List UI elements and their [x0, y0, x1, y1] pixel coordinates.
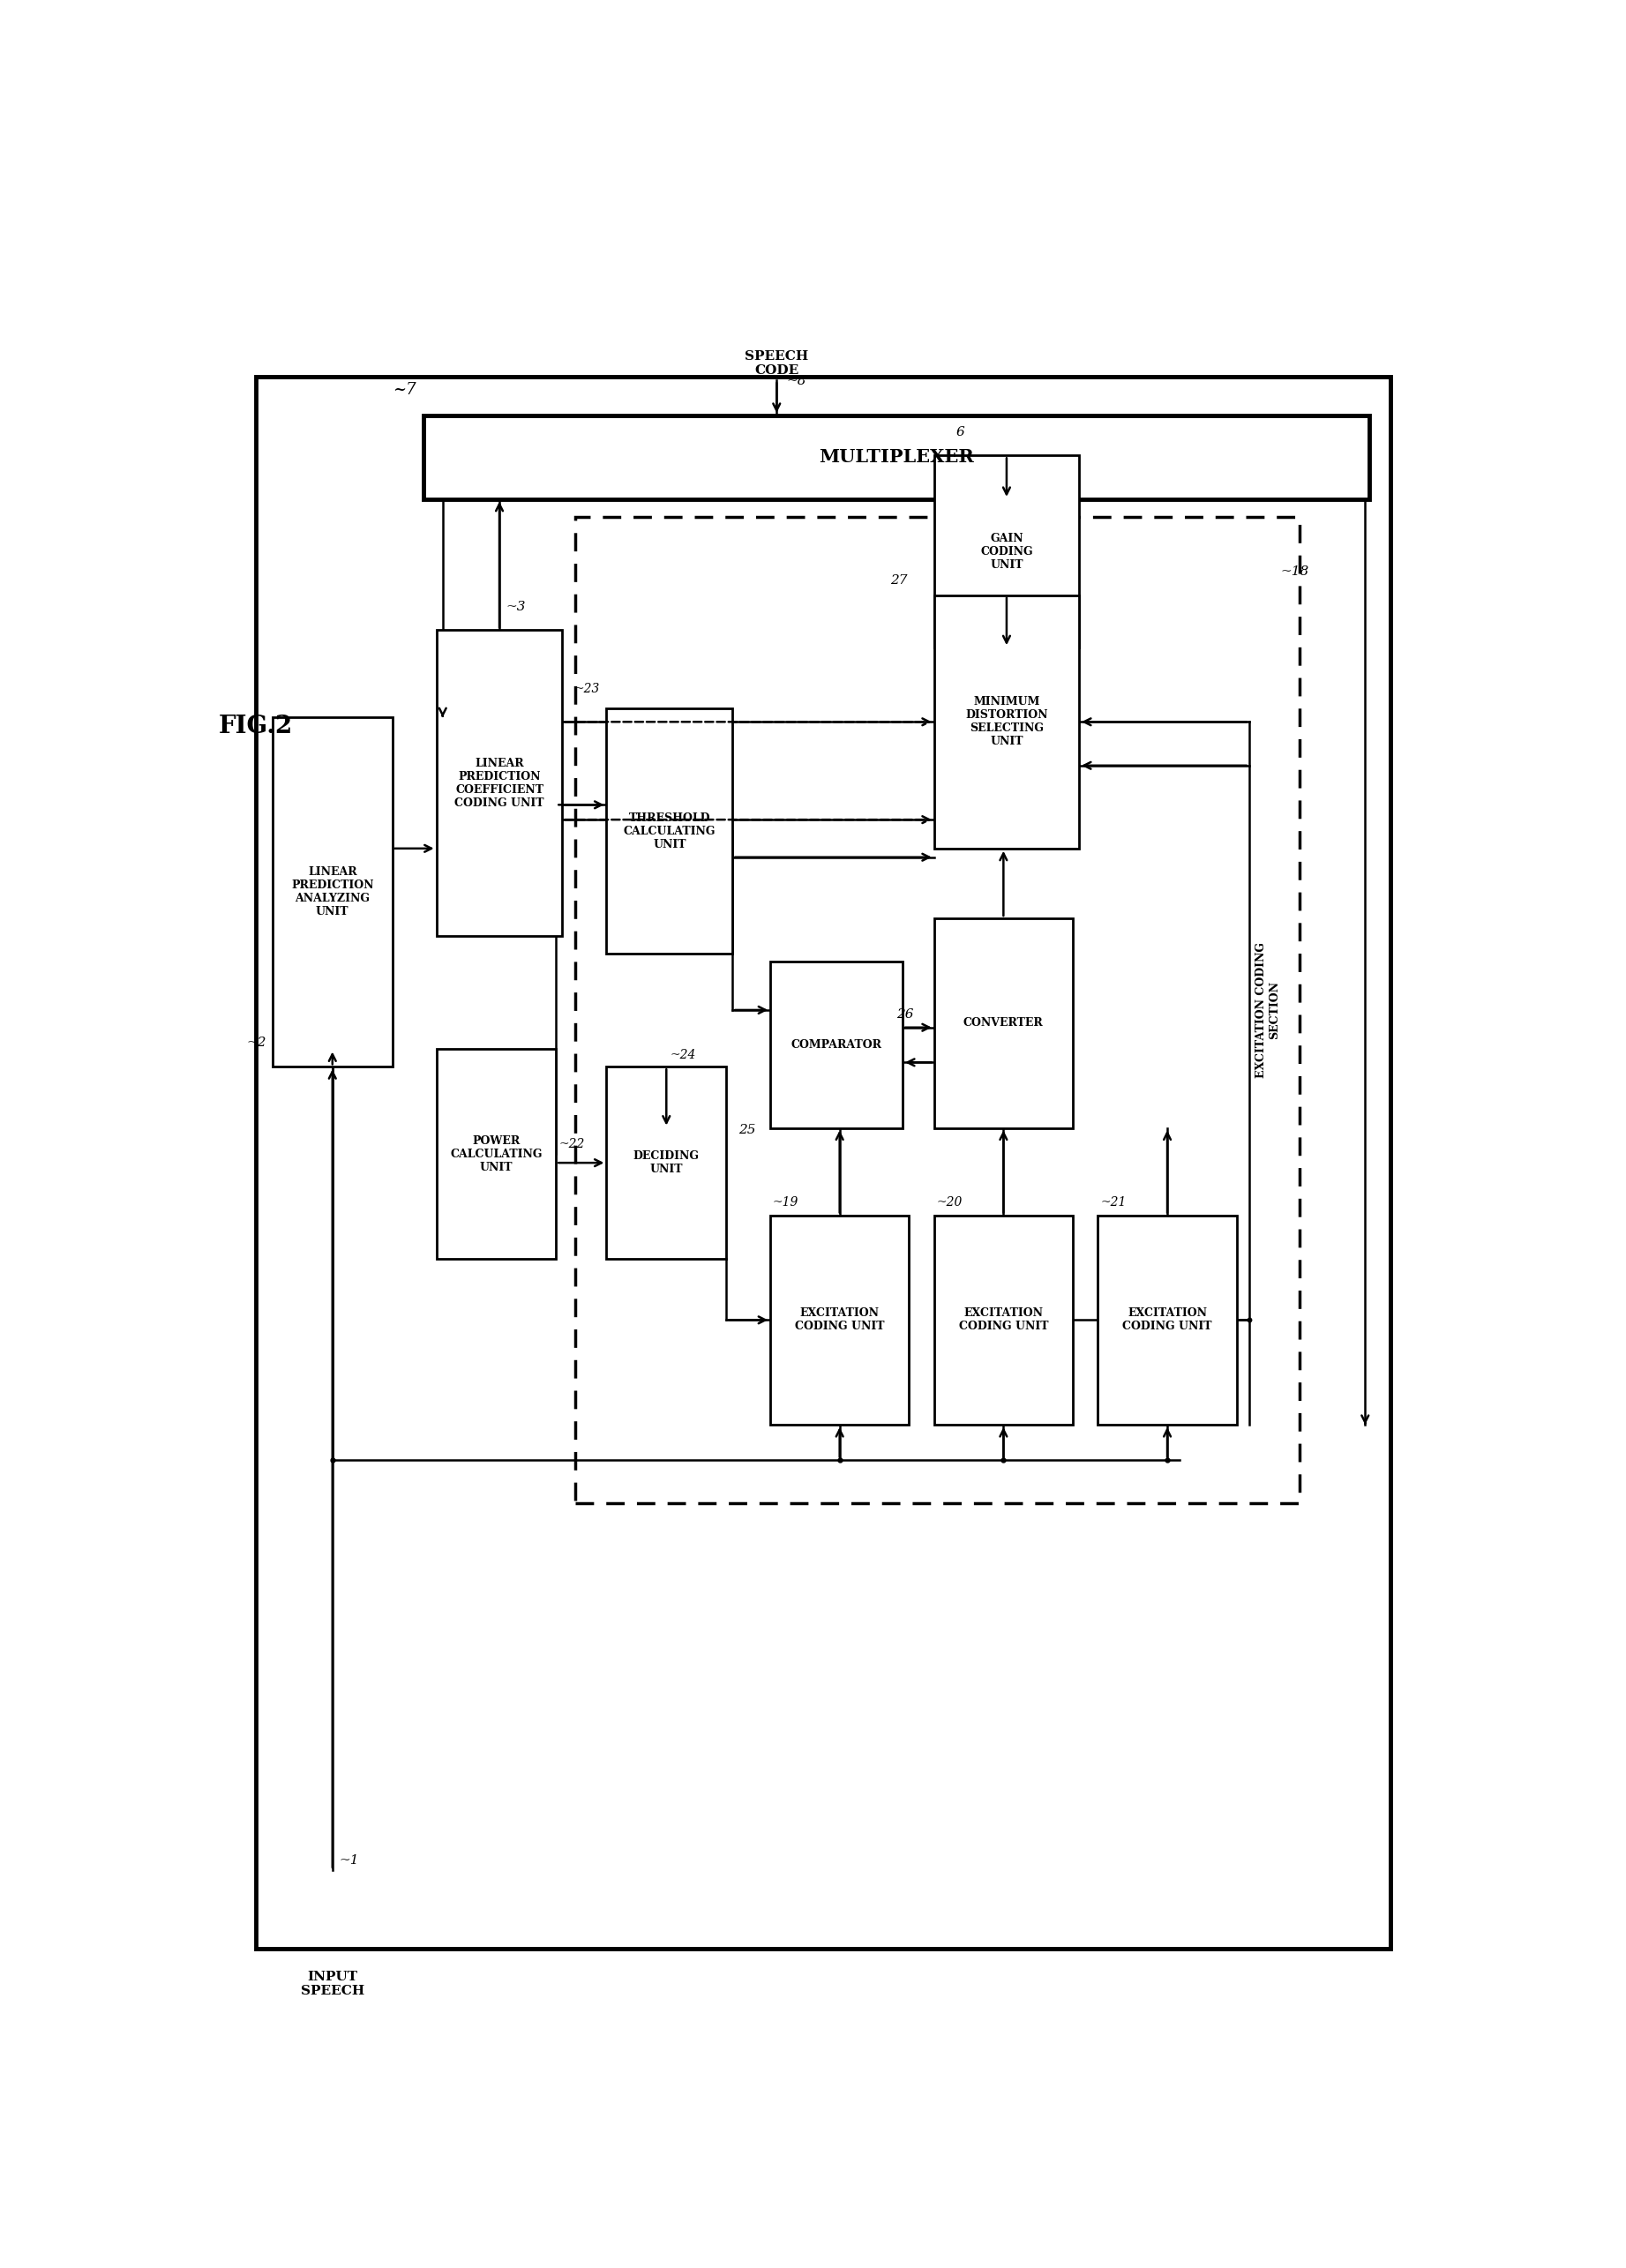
Text: ~18: ~18 — [1281, 565, 1309, 578]
Text: ~7: ~7 — [392, 381, 416, 397]
Text: GAIN
CODING
UNIT: GAIN CODING UNIT — [980, 533, 1033, 572]
Text: EXCITATION CODING
SECTION: EXCITATION CODING SECTION — [1255, 941, 1280, 1077]
Text: ~22: ~22 — [559, 1139, 584, 1150]
Text: ~2: ~2 — [247, 1036, 267, 1050]
FancyBboxPatch shape — [273, 717, 392, 1066]
Text: ~8: ~8 — [787, 374, 806, 388]
Text: EXCITATION
CODING UNIT: EXCITATION CODING UNIT — [795, 1309, 885, 1331]
FancyBboxPatch shape — [606, 1066, 727, 1259]
FancyBboxPatch shape — [933, 594, 1080, 848]
FancyBboxPatch shape — [424, 415, 1369, 499]
Text: FIG.2: FIG.2 — [218, 714, 293, 737]
Text: INPUT
SPEECH: INPUT SPEECH — [301, 1971, 364, 1998]
FancyBboxPatch shape — [436, 631, 563, 937]
Text: EXCITATION
CODING UNIT: EXCITATION CODING UNIT — [959, 1309, 1049, 1331]
Text: SPEECH
CODE: SPEECH CODE — [745, 349, 808, 376]
Text: ~3: ~3 — [506, 601, 525, 612]
FancyBboxPatch shape — [257, 376, 1390, 1948]
Text: DECIDING
UNIT: DECIDING UNIT — [633, 1150, 699, 1175]
Text: LINEAR
PREDICTION
ANALYZING
UNIT: LINEAR PREDICTION ANALYZING UNIT — [291, 866, 374, 919]
Text: 25: 25 — [738, 1125, 756, 1136]
Text: ~21: ~21 — [1101, 1195, 1127, 1209]
Text: COMPARATOR: COMPARATOR — [790, 1039, 881, 1050]
FancyBboxPatch shape — [771, 962, 902, 1127]
Text: ~23: ~23 — [574, 683, 600, 694]
Text: CONVERTER: CONVERTER — [964, 1018, 1044, 1030]
Text: LINEAR
PREDICTION
COEFFICIENT
CODING UNIT: LINEAR PREDICTION COEFFICIENT CODING UNI… — [455, 758, 545, 810]
FancyBboxPatch shape — [933, 1216, 1073, 1424]
Text: 26: 26 — [896, 1007, 914, 1021]
Text: ~1: ~1 — [338, 1855, 359, 1867]
Text: POWER
CALCULATING
UNIT: POWER CALCULATING UNIT — [450, 1134, 543, 1173]
Text: ~20: ~20 — [937, 1195, 963, 1209]
FancyBboxPatch shape — [436, 1050, 556, 1259]
Text: 27: 27 — [889, 574, 907, 587]
Text: THRESHOLD
CALCULATING
UNIT: THRESHOLD CALCULATING UNIT — [623, 812, 715, 850]
Text: 6: 6 — [956, 426, 964, 438]
Text: MINIMUM
DISTORTION
SELECTING
UNIT: MINIMUM DISTORTION SELECTING UNIT — [966, 696, 1047, 748]
FancyBboxPatch shape — [933, 919, 1073, 1127]
Text: ~19: ~19 — [772, 1195, 798, 1209]
Text: ~24: ~24 — [670, 1050, 696, 1061]
Text: EXCITATION
CODING UNIT: EXCITATION CODING UNIT — [1122, 1309, 1211, 1331]
FancyBboxPatch shape — [1098, 1216, 1236, 1424]
FancyBboxPatch shape — [771, 1216, 909, 1424]
Text: MULTIPLEXER: MULTIPLEXER — [820, 449, 974, 467]
FancyBboxPatch shape — [933, 456, 1080, 649]
FancyBboxPatch shape — [606, 708, 732, 953]
